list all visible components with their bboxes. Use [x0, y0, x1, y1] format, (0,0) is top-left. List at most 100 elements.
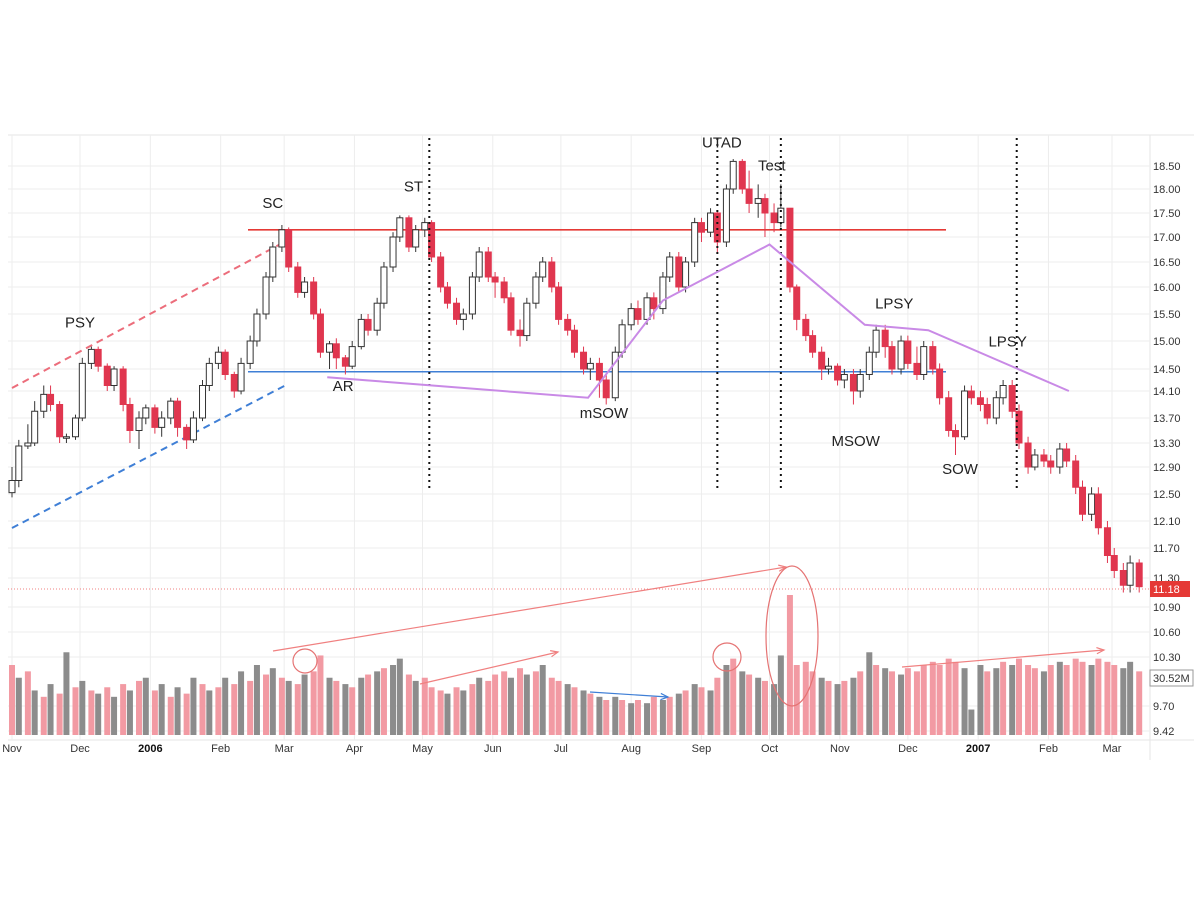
x-tick-label: Mar [1103, 743, 1122, 755]
candle-body [1024, 442, 1032, 468]
y-tick-label: 11.70 [1153, 543, 1180, 555]
candle-body [500, 281, 508, 299]
volume-bar [904, 668, 911, 735]
candle-body [570, 329, 578, 353]
candle-body [24, 442, 32, 447]
wyckoff-label-msow: MSOW [832, 433, 881, 450]
volume-bar [571, 687, 578, 735]
volume-bar [993, 668, 1000, 735]
volume-bar [88, 690, 95, 735]
volume-bar [628, 703, 635, 735]
volume-bar [1031, 668, 1038, 735]
candle-body [992, 397, 1000, 419]
candle-body [818, 351, 826, 370]
candle-body [523, 302, 531, 337]
volume-bar [238, 671, 245, 735]
candle-body [1119, 570, 1127, 586]
candle-body [484, 251, 492, 278]
volume-bar [1095, 658, 1102, 735]
candle-body [532, 276, 540, 304]
y-tick-label: 10.90 [1153, 602, 1181, 614]
candle-body [722, 188, 730, 243]
candle-body [1135, 562, 1143, 588]
volume-bar [9, 665, 15, 735]
volume-bar [215, 687, 222, 735]
volume-bar [79, 680, 86, 735]
y-tick-label: 17.00 [1153, 232, 1181, 244]
volume-circle-2 [712, 642, 742, 672]
volume-bar [358, 677, 365, 735]
candle-body [666, 256, 674, 278]
candle-body [745, 188, 753, 204]
volume-bar [873, 665, 880, 735]
y-tick-label: 12.50 [1153, 489, 1181, 501]
volume-bar [95, 693, 102, 735]
volume-bar [24, 671, 31, 735]
candle-body [221, 351, 229, 376]
wyckoff-label-ar: AR [333, 378, 354, 395]
y-tick-label: 18.50 [1153, 161, 1181, 173]
candle-body [691, 222, 699, 263]
candle-body [237, 362, 245, 392]
volume-bar [984, 671, 991, 735]
volume-bar [825, 680, 832, 735]
candle-body [389, 236, 397, 268]
volume-trend-arrow-2 [419, 651, 559, 685]
volume-bar [342, 684, 349, 735]
candle-body [1078, 486, 1086, 515]
volume-bar [285, 680, 292, 735]
candle-body [881, 329, 889, 348]
candle-body [151, 407, 159, 428]
candle-body [1040, 454, 1048, 462]
volume-bar [47, 684, 54, 735]
volume-bar [222, 677, 229, 735]
volume-bar [793, 665, 800, 735]
candle-body [602, 379, 610, 399]
volume-bar [390, 665, 397, 735]
x-tick-label: Jul [554, 743, 568, 755]
volume-bar [1009, 665, 1016, 735]
x-tick-label: 2006 [138, 743, 162, 755]
wyckoff-path-line [327, 243, 1070, 399]
y-tick-label: 10.30 [1153, 652, 1181, 664]
volume-bar [634, 700, 641, 735]
y-tick-label: 17.50 [1153, 208, 1181, 220]
volume-bar [190, 677, 197, 735]
candle-body [888, 346, 896, 370]
x-tick-label: Apr [346, 743, 363, 755]
candle-body [412, 229, 420, 248]
candle-body [516, 329, 524, 337]
volume-bar [247, 680, 254, 735]
volume-bar [183, 693, 190, 735]
candle-body [1126, 562, 1134, 586]
candle-body [1094, 493, 1102, 529]
volume-bar [580, 690, 587, 735]
candle-body [809, 335, 817, 353]
volume-bar [269, 668, 276, 735]
candle-body [72, 417, 80, 438]
volume-bar [809, 671, 816, 735]
wyckoff-label-utad: UTAD [702, 135, 742, 152]
volume-bar [723, 665, 730, 735]
volume-bar [761, 680, 768, 735]
candle-body [548, 261, 556, 288]
volume-bar [349, 687, 356, 735]
volume-bar [301, 674, 308, 735]
y-tick-label: 12.10 [1153, 516, 1181, 528]
candle-body [1110, 555, 1118, 571]
volume-trend-arrow-1 [272, 566, 787, 652]
volume-dryup-arrow-head [660, 692, 670, 701]
volume-bar [1079, 661, 1086, 735]
volume-bar [603, 700, 610, 735]
candle-body [1056, 448, 1064, 468]
volume-bar [253, 665, 260, 735]
axes: 18.50 18.00 17.50 17.00 16.50 16.00 15.50 15.00… [2, 161, 1194, 755]
volume-bar [587, 693, 594, 735]
volume-bar [777, 655, 784, 735]
candle-body [793, 286, 801, 320]
candle-body [246, 340, 254, 364]
y-tick-label: 13.30 [1153, 438, 1181, 450]
volume-bar [1040, 671, 1047, 735]
